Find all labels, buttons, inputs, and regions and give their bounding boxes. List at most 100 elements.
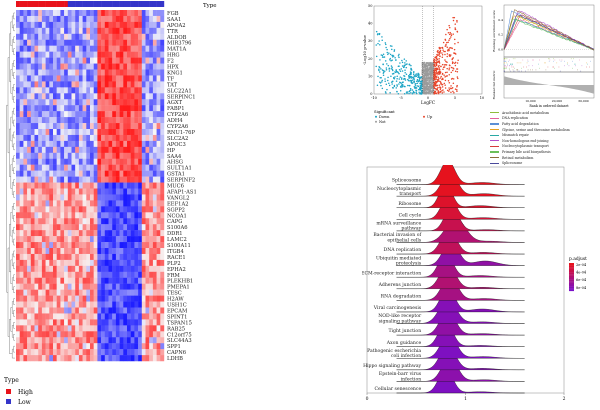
heatmap-cell (141, 337, 146, 344)
gene-label: PMEPA1 (167, 285, 190, 291)
heatmap-cell (78, 248, 83, 255)
heatmap-cell (141, 331, 146, 338)
up-point (451, 58, 453, 61)
heatmap-cell (23, 259, 28, 267)
heatmap-cell (41, 265, 46, 272)
heatmap-cell (149, 194, 154, 201)
heatmap-cell (152, 212, 157, 219)
heatmap-cell (86, 164, 91, 171)
heatmap-cell (119, 39, 124, 46)
heatmap-cell (149, 343, 154, 350)
heatmap-cell (41, 123, 46, 130)
heatmap-cell (82, 236, 87, 243)
heatmap-cell (90, 325, 94, 332)
heatmap-cell (30, 170, 35, 177)
heatmap-cell (127, 230, 131, 237)
heatmap-cell (34, 194, 39, 201)
heatmap-cell (149, 81, 154, 88)
up-point (456, 90, 458, 93)
heatmap-cell (101, 253, 105, 261)
heatmap-cell (67, 319, 72, 326)
type-annotation-cell (60, 1, 65, 7)
heatmap-cell (67, 152, 72, 159)
heatmap-cell (152, 164, 157, 171)
down-point (378, 81, 381, 83)
up-point (444, 50, 446, 53)
type-annotation-cell (64, 1, 68, 7)
heatmap-cell (75, 253, 80, 261)
heatmap-cell (134, 271, 139, 278)
heatmap-cell (134, 343, 139, 350)
heatmap-cell (82, 81, 87, 88)
heatmap-cell (56, 230, 61, 237)
heatmap-cell (27, 57, 31, 64)
heatmap-cell (27, 33, 31, 40)
heatmap-cell (141, 93, 146, 100)
heatmap-cell (90, 63, 94, 70)
down-point (410, 73, 412, 75)
heatmap-cell (141, 295, 146, 302)
heatmap-cell (138, 164, 142, 171)
dendrogram-branch (12, 277, 14, 290)
heatmap-cell (64, 319, 68, 326)
heatmap-cell (97, 15, 102, 23)
up-point (456, 84, 458, 87)
type-annotation-cell (16, 1, 20, 7)
heatmap-cell (27, 152, 31, 159)
heatmap-cell (149, 123, 154, 130)
heatmap-cell (56, 212, 61, 219)
dendrogram-branch (13, 143, 15, 150)
heatmap-cell (30, 259, 35, 267)
heatmap-cell (160, 45, 165, 52)
up-point (453, 92, 455, 94)
heatmap-cell (86, 57, 91, 64)
heatmap-cell (49, 176, 54, 183)
heatmap-cell (149, 15, 154, 23)
heatmap-cell (75, 295, 80, 302)
heatmap-cell (119, 87, 124, 94)
not-point (432, 79, 434, 82)
heatmap-cell (23, 75, 28, 82)
heatmap-cell (60, 146, 65, 153)
heatmap-cell (145, 265, 150, 272)
heatmap-cell (101, 75, 105, 82)
heatmap-cell (82, 117, 87, 124)
heatmap-cell (123, 45, 128, 52)
heatmap-cell (127, 170, 131, 177)
legend-title: Type (4, 377, 19, 384)
dendrogram-branch (7, 247, 10, 337)
heatmap-cell (34, 117, 39, 124)
heatmap-cell (149, 39, 154, 46)
heatmap-cell (19, 45, 24, 52)
p-adjust-gradient-step (569, 270, 574, 272)
heatmap-cell (101, 39, 105, 46)
heatmap-cell (101, 182, 105, 189)
heatmap-cell (86, 313, 91, 320)
heatmap-cell (145, 51, 150, 58)
down-point (388, 84, 391, 87)
heatmap-cell (86, 111, 91, 118)
down-point (401, 61, 404, 64)
heatmap-cell (145, 212, 150, 219)
heatmap-cell (127, 146, 131, 153)
heatmap-cell (138, 206, 142, 213)
heatmap-cell (41, 129, 46, 136)
heatmap-cell (104, 224, 109, 231)
es-curve (503, 14, 595, 50)
heatmap-cell (75, 164, 80, 171)
heatmap-cell (123, 111, 128, 118)
heatmap-cell (112, 307, 117, 314)
gsea-legend-label: Primary bile acid biosynthesis (502, 149, 551, 154)
up-point (446, 71, 448, 74)
heatmap-cell (16, 271, 20, 278)
down-point (408, 76, 410, 78)
heatmap-cell (27, 271, 31, 278)
heatmap-cell (145, 194, 150, 201)
heatmap-cell (41, 218, 46, 225)
heatmap-cell (30, 242, 35, 249)
down-point (407, 79, 410, 82)
heatmap-cell (71, 253, 76, 261)
heatmap-cell (75, 277, 80, 284)
heatmap-cell (45, 134, 50, 142)
p-adjust-label: 8e-04 (576, 286, 587, 290)
